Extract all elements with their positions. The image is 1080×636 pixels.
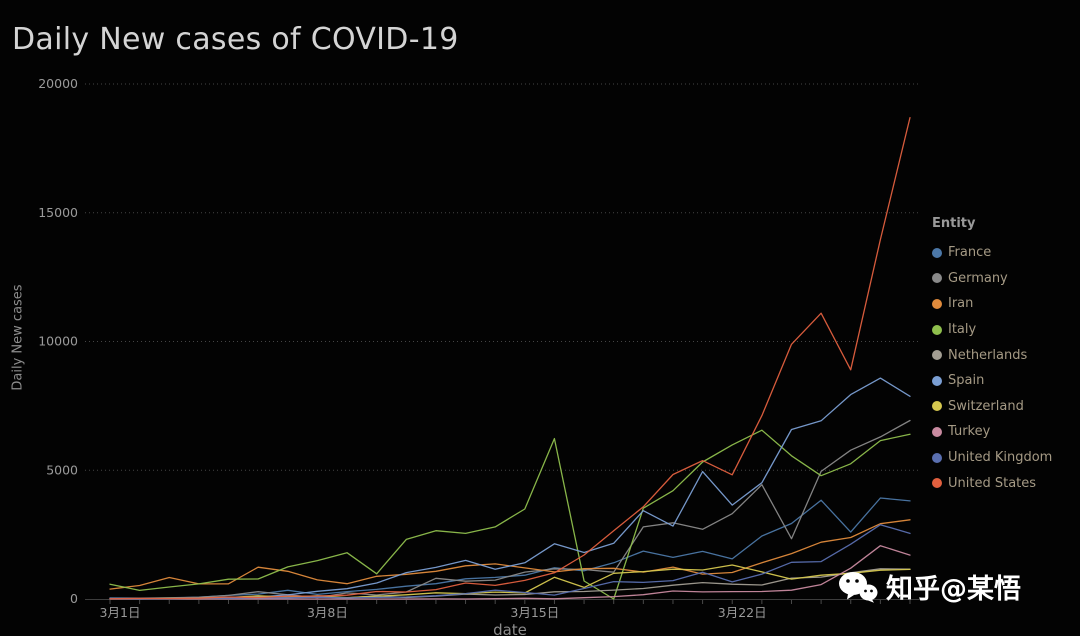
legend-item-netherlands: Netherlands — [932, 342, 1052, 368]
legend-label: Italy — [948, 322, 977, 338]
x-tick-label: 3月8日 — [307, 605, 348, 620]
legend-item-united-kingdom: United Kingdom — [932, 445, 1052, 471]
legend: Entity France Germany Iran Italy Netherlands… — [932, 216, 1052, 496]
chart-title: Daily New cases of COVID-19 — [12, 22, 459, 57]
chart-line-spain — [109, 377, 911, 600]
chart-line-germany — [109, 419, 911, 600]
y-tick-label: 20000 — [38, 76, 78, 91]
legend-item-united-states: United States — [932, 470, 1052, 496]
legend-label: Iran — [948, 296, 974, 312]
legend-item-france: France — [932, 240, 1052, 266]
y-tick-label: 15000 — [38, 205, 78, 220]
legend-item-iran: Iran — [932, 291, 1052, 317]
legend-title: Entity — [932, 216, 976, 231]
wechat-bubbles-icon — [839, 571, 878, 603]
legend-label: Switzerland — [948, 398, 1024, 414]
legend-color-dot — [932, 324, 942, 335]
y-tick-label: 10000 — [38, 334, 78, 349]
legend-color-dot — [932, 401, 942, 412]
watermark-text: 知乎@某悟 — [886, 574, 1021, 605]
y-tick-label: 5000 — [46, 462, 78, 477]
legend-color-dot — [932, 247, 942, 258]
legend-item-turkey: Turkey — [932, 419, 1052, 445]
x-axis-title: date — [493, 621, 527, 636]
legend-color-dot — [932, 478, 942, 489]
legend-label: Netherlands — [948, 347, 1028, 363]
legend-label: France — [948, 245, 992, 261]
legend-color-dot — [932, 350, 942, 361]
x-tick-label: 3月15日 — [510, 605, 559, 620]
legend-item-italy: Italy — [932, 317, 1052, 343]
chart-line-italy — [109, 429, 911, 600]
legend-label: Spain — [948, 373, 985, 389]
legend-label: United Kingdom — [948, 450, 1053, 466]
legend-color-dot — [932, 426, 942, 437]
legend-color-dot — [932, 375, 942, 386]
legend-label: Germany — [948, 270, 1008, 286]
chart-line-turkey — [109, 545, 911, 600]
legend-item-spain: Spain — [932, 368, 1052, 394]
legend-color-dot — [932, 273, 942, 284]
chart-line-united-states — [109, 116, 911, 600]
x-tick-label: 3月1日 — [100, 605, 141, 620]
watermark: 知乎@某悟 — [838, 567, 1021, 606]
chart-line-netherlands — [109, 568, 911, 600]
legend-items: France Germany Iran Italy Netherlands Spain Sw… — [932, 240, 1052, 496]
legend-label: United States — [948, 475, 1037, 491]
legend-color-dot — [932, 298, 942, 309]
chart-line-switzerland — [109, 564, 911, 600]
legend-item-germany: Germany — [932, 266, 1052, 292]
chart-line-united-kingdom — [109, 524, 911, 600]
y-tick-label: 0 — [70, 591, 78, 606]
legend-item-switzerland: Switzerland — [932, 394, 1052, 420]
legend-color-dot — [932, 452, 942, 463]
legend-label: Turkey — [948, 424, 991, 440]
x-tick-label: 3月22日 — [718, 605, 767, 620]
